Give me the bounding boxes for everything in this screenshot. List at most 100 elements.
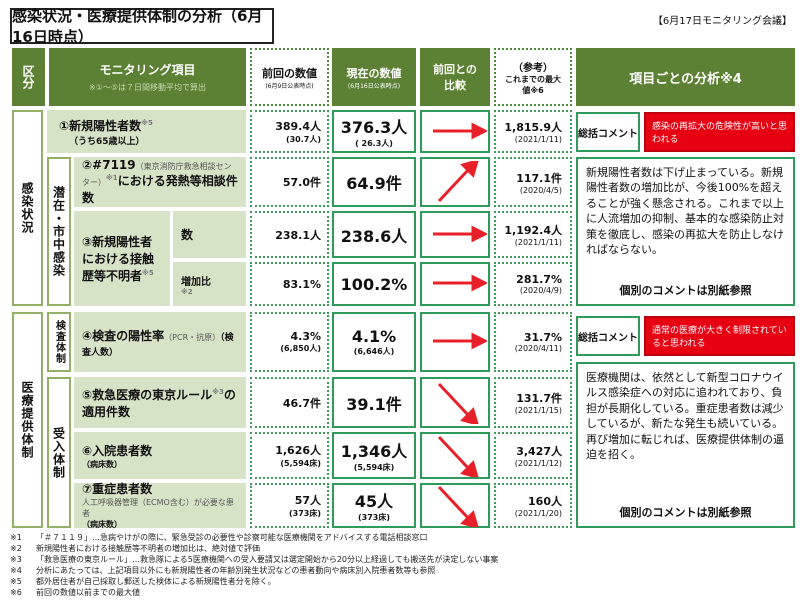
section-acceptance: 受入体制 — [47, 377, 71, 528]
prev-cell: 238.1人 — [250, 211, 329, 258]
compare-cell — [420, 157, 490, 207]
header-item: モニタリング項目 ※①～⑤は７日間移動平均で算出 — [49, 48, 246, 106]
section-testing: 検査体制 — [47, 312, 71, 372]
footnote: ※4 分析にあたっては、上記項目以外にも新規陽性者の年齢別発生状況などの患者動向や… — [10, 566, 436, 575]
meeting-label: 【6月17日モニタリング会議】 — [652, 16, 792, 27]
max-cell: 31.7% (2020/4/11) — [494, 312, 572, 372]
item-tokyo-rule: ⑤救急医療の東京ルール※3の適用件数 — [74, 377, 246, 428]
current-value: 39.1件 — [346, 394, 402, 414]
compare-cell — [420, 483, 490, 528]
analysis-medical: 医療機関は、依然として新型コロナウイルス感染症への対応に追われており、負担が長期… — [576, 362, 795, 528]
current-value: 64.9件 — [346, 174, 402, 193]
footnote: ※6 前回の数値以前までの最大値 — [10, 588, 140, 597]
compare-cell — [420, 377, 490, 428]
page-title: 感染状況・医療提供体制の分析（6月16日時点） — [10, 7, 274, 46]
prev-value: 46.7件 — [282, 396, 321, 410]
current-value: 45人 — [354, 492, 394, 511]
current-value: 4.1% — [351, 327, 397, 346]
current-cell: 100.2% — [332, 262, 416, 306]
max-date: (2021/1/12) — [514, 459, 562, 468]
current-sub: (373床) — [357, 513, 390, 522]
current-value: 1,346人 — [340, 442, 408, 461]
prev-value: 4.3% — [290, 330, 321, 343]
item-new-positive: ①新規陽性者数※5 （うち65歳以上） — [47, 110, 246, 153]
prev-sub: (373床) — [288, 509, 321, 518]
prev-sub: (30.7人) — [285, 135, 321, 144]
prev-cell: 57.0件 — [250, 157, 329, 207]
arrow-down-right-icon — [437, 435, 479, 477]
arrow-right-icon — [433, 122, 487, 139]
section-infection: 感染状況 — [12, 110, 43, 306]
header-compare: 前回との比較 — [420, 48, 490, 106]
header-ref: （参考） これまでの最大値※6 — [494, 48, 572, 106]
arrow-down-right-icon — [437, 382, 479, 424]
prev-cell: 389.4人 (30.7人) — [250, 110, 329, 153]
footnote: ※3 「救急医療の東京ルール」…救急隊による5医療機関への受入要請又は選定開始から… — [10, 555, 499, 564]
current-cell: 1,346人 (5,594床) — [332, 432, 416, 479]
current-sub: (5,594床) — [353, 463, 395, 472]
max-value: 117.1件 — [516, 171, 562, 185]
current-sub: ( 26.3人) — [355, 139, 393, 148]
prev-sub: (6,850人) — [280, 344, 321, 353]
header-current: 現在の数値 (6月16日公表時点) — [332, 48, 416, 106]
compare-cell — [420, 110, 490, 153]
item-positivity-rate: ④検査の陽性率（PCR・抗原）（検査人数） — [74, 312, 246, 372]
summary-label-infection: 総括コメント — [576, 112, 640, 152]
prev-cell: 57人 (373床) — [250, 483, 329, 528]
section-latent: 潜在・市中感染 — [47, 157, 71, 306]
current-cell: 64.9件 — [332, 157, 416, 207]
footnotes: ※1 「＃７１１９」…急病やけがの際に、緊急受診の必要性や診察可能な医療機関をアド… — [10, 532, 498, 598]
arrow-up-right-icon — [437, 161, 479, 203]
section-medical: 医療提供体制 — [12, 312, 43, 528]
item-severe: ⑦重症患者数 人工呼吸器管理（ECMO含む）が必要な患者 （病床数） — [74, 482, 246, 529]
max-cell: 1,192.4人 (2021/1/11) — [494, 211, 572, 258]
current-cell: 238.6人 — [332, 211, 416, 258]
item-unknown-contact: ③新規陽性者における接触歴等不明者※5 — [74, 211, 170, 306]
current-sub: (6,646人) — [353, 347, 395, 356]
ref-note: 個別のコメントは別紙参照 — [619, 283, 752, 297]
max-cell: 131.7件 (2021/1/15) — [494, 377, 572, 428]
current-cell: 45人 (373床) — [332, 483, 416, 528]
max-date: (2021/1/15) — [514, 406, 562, 415]
footnote: ※5 都外居住者が自己採取し郵送した検体による新規陽性者分を除く。 — [10, 577, 276, 586]
arrow-down-right-icon — [437, 485, 479, 527]
prev-cell: 1,626人 (5,594床) — [250, 432, 329, 479]
max-value: 281.7% — [516, 273, 562, 286]
prev-value: 389.4人 — [275, 120, 321, 133]
item-7119: ②#7119（東京消防庁救急相談センター）※1における発熱等相談件数 — [74, 157, 246, 207]
compare-cell — [420, 211, 490, 258]
ref-note: 個別のコメントは別紙参照 — [619, 505, 752, 519]
max-value: 31.7% — [523, 331, 562, 344]
current-value: 238.6人 — [340, 226, 408, 246]
arrow-right-icon — [433, 225, 487, 242]
max-value: 3,427人 — [516, 445, 562, 458]
max-cell: 3,427人 (2021/1/12) — [494, 432, 572, 479]
prev-value: 1,626人 — [275, 444, 321, 457]
arrow-right-icon — [433, 274, 487, 292]
max-date: (2021/1/11) — [514, 238, 562, 247]
prev-cell: 83.1% — [250, 262, 329, 306]
max-cell: 117.1件 (2020/4/5) — [494, 157, 572, 207]
prev-value: 83.1% — [282, 277, 321, 291]
prev-sub: (5,594床) — [280, 459, 321, 468]
current-cell: 376.3人 ( 26.3人) — [332, 110, 416, 153]
compare-cell — [420, 432, 490, 479]
current-cell: 39.1件 — [332, 377, 416, 428]
prev-cell: 46.7件 — [250, 377, 329, 428]
current-value: 100.2% — [340, 274, 408, 294]
analysis-infection: 新規陽性者数は下げ止まっている。新規陽性者数の増加比が、今後100%を超えること… — [576, 157, 795, 306]
item-unknown-count: 数 — [173, 211, 246, 258]
prev-value: 57人 — [294, 494, 321, 507]
footnote: ※1 「＃７１１９」…急病やけがの際に、緊急受診の必要性や診察可能な医療機関をアド… — [10, 533, 428, 542]
summary-infection: 感染の再拡大の危険性が高いと思われる — [644, 112, 795, 152]
current-value: 376.3人 — [340, 118, 408, 137]
max-date: (2020/4/5) — [519, 185, 562, 195]
max-date: (2020/4/11) — [514, 344, 562, 353]
max-cell: 1,815.9人 (2021/1/11) — [494, 110, 572, 153]
compare-cell — [420, 262, 490, 306]
max-cell: 281.7% (2020/4/9) — [494, 262, 572, 306]
header-category: 区分 — [12, 48, 45, 106]
max-cell: 160人 (2021/1/20) — [494, 483, 572, 528]
prev-value: 238.1人 — [275, 228, 321, 242]
prev-value: 57.0件 — [282, 176, 321, 189]
